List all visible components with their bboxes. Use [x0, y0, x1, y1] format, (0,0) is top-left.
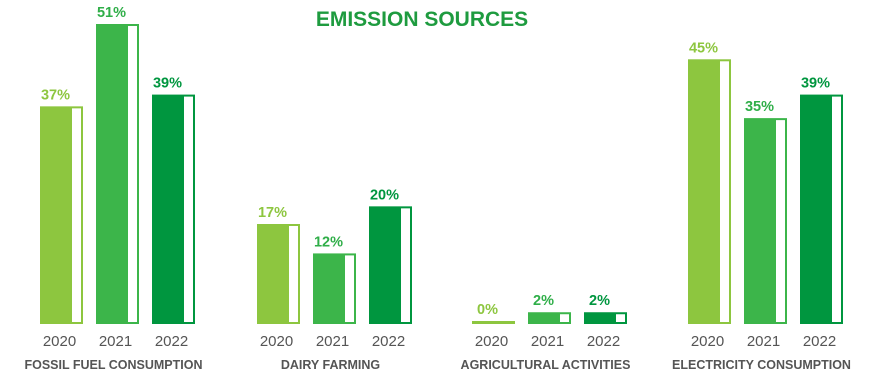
- x-tick-label: 2021: [747, 333, 780, 350]
- bar-highlight: [72, 108, 81, 323]
- group-label: AGRICULTURAL ACTIVITIES: [461, 358, 631, 372]
- bar-highlight: [401, 208, 410, 322]
- data-label: 39%: [801, 76, 830, 92]
- bar: [472, 321, 515, 324]
- bar-highlight: [720, 61, 729, 322]
- x-tick-label: 2020: [691, 333, 724, 350]
- data-label: 12%: [314, 234, 343, 250]
- bar-highlight: [776, 120, 785, 322]
- data-label: 0%: [477, 302, 498, 318]
- bar-highlight: [289, 226, 298, 322]
- data-label: 37%: [41, 87, 70, 103]
- x-tick-label: 2021: [99, 333, 132, 350]
- x-tick-label: 2021: [531, 333, 564, 350]
- bar-highlight: [345, 255, 354, 322]
- bar-highlight: [184, 96, 193, 323]
- data-label: 17%: [258, 205, 287, 221]
- bar-highlight: [832, 96, 841, 323]
- data-label: 45%: [689, 40, 718, 56]
- data-label: 35%: [745, 99, 774, 115]
- x-tick-label: 2022: [372, 333, 405, 350]
- data-label: 39%: [153, 76, 182, 92]
- data-label: 51%: [97, 5, 126, 21]
- group-label: FOSSIL FUEL CONSUMPTION: [24, 358, 202, 372]
- group-label: ELECTRICITY CONSUMPTION: [672, 358, 851, 372]
- data-label: 2%: [589, 293, 610, 309]
- x-tick-label: 2022: [803, 333, 836, 350]
- chart-title: EMISSION SOURCES: [316, 8, 528, 31]
- x-tick-label: 2021: [316, 333, 349, 350]
- bar-highlight: [128, 26, 137, 322]
- x-tick-label: 2022: [587, 333, 620, 350]
- x-tick-label: 2022: [155, 333, 188, 350]
- data-label: 20%: [370, 187, 399, 203]
- x-tick-label: 2020: [43, 333, 76, 350]
- data-label: 2%: [533, 293, 554, 309]
- bar-highlight: [616, 314, 625, 322]
- x-tick-label: 2020: [260, 333, 293, 350]
- bar: [584, 312, 627, 324]
- bar-highlight: [560, 314, 569, 322]
- group-label: DAIRY FARMING: [281, 358, 380, 372]
- x-tick-label: 2020: [475, 333, 508, 350]
- bar: [528, 312, 571, 324]
